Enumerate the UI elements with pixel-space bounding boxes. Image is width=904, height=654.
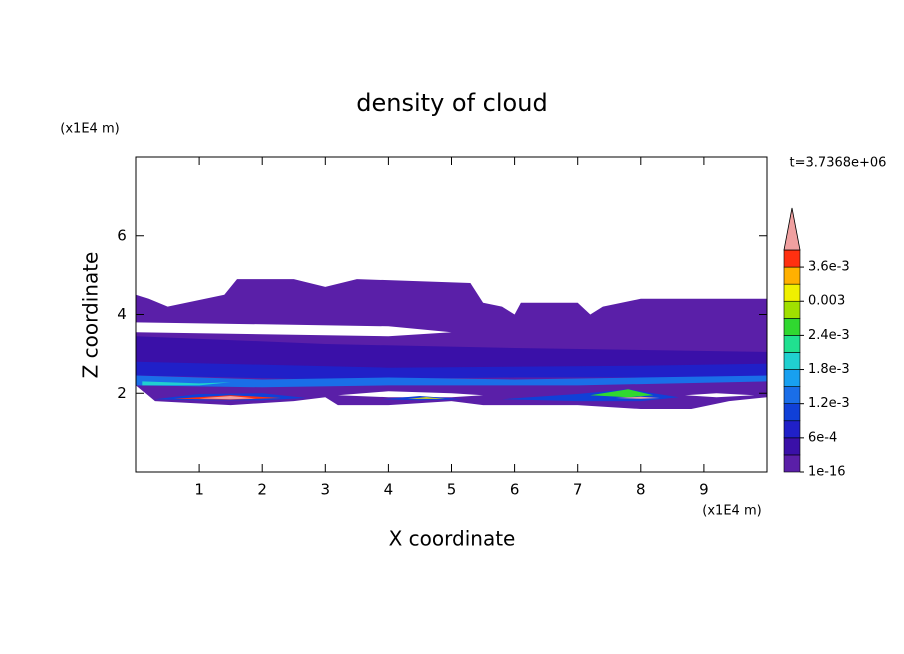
time-annotation: t=3.7368e+06 xyxy=(790,156,887,171)
contour-region xyxy=(136,375,767,388)
contour-region xyxy=(615,396,660,399)
contour-region xyxy=(407,397,446,399)
x-axis-label: X coordinate xyxy=(389,527,516,551)
colorbar-tick-label: 6e-4 xyxy=(808,430,837,445)
x-tick-label: 3 xyxy=(321,481,331,499)
plot-area xyxy=(136,279,767,409)
colorbar-band xyxy=(783,352,801,370)
x-tick-label: 1 xyxy=(194,481,204,499)
colorbar-extension xyxy=(783,207,801,251)
colorbar-band xyxy=(783,437,801,456)
colorbar-tick-label: 1.8e-3 xyxy=(808,362,850,377)
colorbar-band xyxy=(783,318,801,336)
colorbar-tick-label: 0.003 xyxy=(808,294,845,309)
x-tick-label: 6 xyxy=(510,481,520,499)
x-tick-label: 7 xyxy=(573,481,583,499)
colorbar-tick-label: 1.2e-3 xyxy=(808,396,850,411)
x-unit: (x1E4 m) xyxy=(702,504,761,519)
contour-region xyxy=(142,381,231,386)
y-tick-label: 2 xyxy=(117,384,127,402)
colorbar-band xyxy=(783,266,801,285)
x-tick-label: 5 xyxy=(447,481,457,499)
colorbar-band xyxy=(783,386,801,404)
colorbar-band xyxy=(783,249,801,268)
colorbar-band xyxy=(783,403,801,422)
x-tick-label: 9 xyxy=(699,481,709,499)
colorbar-tick-label: 3.6e-3 xyxy=(808,260,850,275)
y-tick-label: 4 xyxy=(117,305,127,323)
contour-region xyxy=(199,396,256,400)
x-tick-label: 8 xyxy=(636,481,646,499)
contour-region xyxy=(590,389,654,398)
colorbar-band xyxy=(783,369,801,387)
colorbar-tick-label: 1e-16 xyxy=(808,465,846,480)
colorbar-band xyxy=(783,335,801,353)
colorbar-tick-label: 2.4e-3 xyxy=(808,328,850,343)
colorbar-band xyxy=(783,300,801,319)
colorbar-band xyxy=(783,420,801,439)
contour-region xyxy=(136,361,767,380)
contour-region xyxy=(136,336,767,374)
x-tick-label: 4 xyxy=(384,481,394,499)
colorbar-band xyxy=(783,283,801,302)
chart-title: density of cloud xyxy=(356,89,547,117)
y-axis-label: Z coordinate xyxy=(79,252,103,379)
x-tick-label: 2 xyxy=(257,481,267,499)
colorbar-band xyxy=(783,454,801,473)
y-tick-label: 6 xyxy=(117,226,127,244)
y-unit: (x1E4 m) xyxy=(60,122,119,137)
